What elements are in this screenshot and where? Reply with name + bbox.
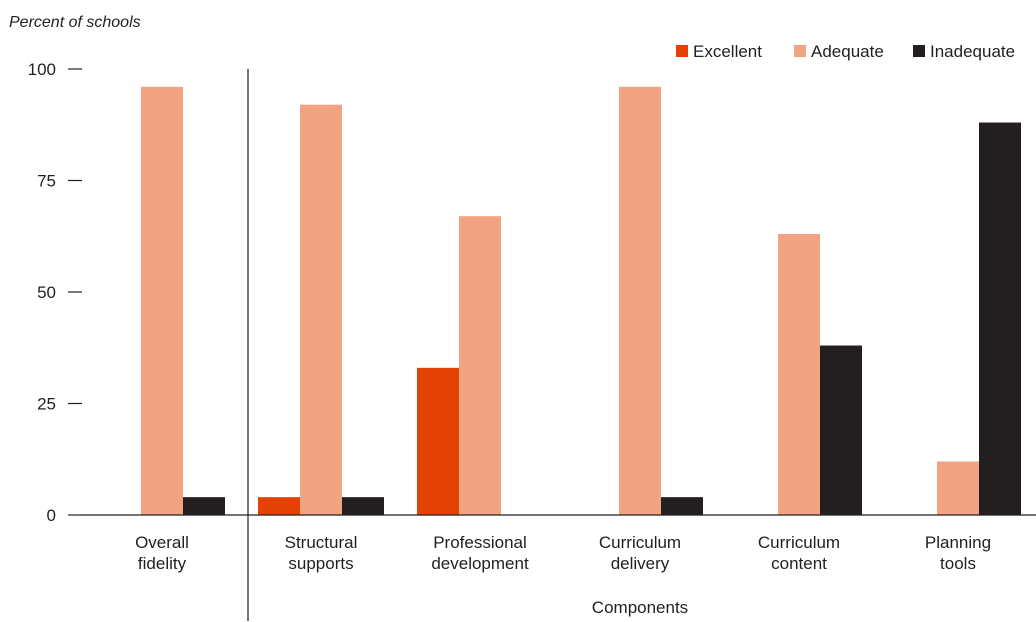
y-axis: 0 25 50 75 100: [28, 60, 82, 525]
y-axis-label: Percent of schools: [9, 14, 141, 31]
bar-inadequate: [342, 497, 384, 515]
legend-label: Excellent: [693, 42, 762, 61]
x-axis: Overall fidelity Structural supports Profess…: [82, 514, 1036, 573]
bars: [141, 86, 1021, 516]
legend-swatch: [913, 45, 925, 57]
x-tick-label: Professional development: [431, 533, 529, 573]
legend-item-excellent: Excellent: [676, 42, 762, 61]
legend-label: Inadequate: [930, 42, 1015, 61]
y-tick-label: 0: [47, 506, 56, 525]
x-tick-label-line: Planning: [925, 533, 991, 552]
x-tick-label-line: tools: [940, 554, 976, 573]
bar-inadequate: [661, 497, 703, 515]
bar-adequate: [459, 216, 501, 515]
y-tick-label: 100: [28, 60, 56, 79]
x-tick-label-line: Curriculum: [599, 533, 681, 552]
legend-swatch: [794, 45, 806, 57]
legend: Excellent Adequate Inadequate: [676, 42, 1015, 61]
bar-adequate: [300, 104, 342, 516]
x-tick-label: Overall fidelity: [135, 533, 189, 573]
y-tick-label: 25: [37, 395, 56, 414]
x-tick-label-line: Overall: [135, 533, 189, 552]
x-tick-label: Curriculum delivery: [599, 533, 681, 573]
bar-adequate: [619, 86, 661, 515]
bar-inadequate: [979, 122, 1021, 516]
bar-adequate: [778, 234, 820, 515]
x-tick-label-line: Structural: [285, 533, 358, 552]
x-axis-label: Components: [592, 598, 688, 617]
legend-label: Adequate: [811, 42, 884, 61]
x-tick-label-line: Professional: [433, 533, 527, 552]
y-tick-label: 50: [37, 283, 56, 302]
bar-adequate: [937, 461, 979, 515]
y-tick-label: 75: [37, 172, 56, 191]
x-tick-label-line: development: [431, 554, 529, 573]
legend-swatch: [676, 45, 688, 57]
x-tick-label: Structural supports: [285, 533, 358, 573]
legend-item-inadequate: Inadequate: [913, 42, 1015, 61]
x-tick-label-line: supports: [288, 554, 353, 573]
x-tick-label-line: fidelity: [138, 554, 187, 573]
x-tick-label-line: delivery: [611, 554, 670, 573]
x-tick-label-line: Curriculum: [758, 533, 840, 552]
x-tick-label: Curriculum content: [758, 533, 840, 573]
bar-excellent: [417, 367, 459, 515]
bar-inadequate: [183, 497, 225, 515]
x-tick-label-line: content: [771, 554, 827, 573]
bar-adequate: [141, 86, 183, 515]
bar-inadequate: [820, 345, 862, 515]
bar-excellent: [258, 497, 300, 515]
x-tick-label: Planning tools: [925, 533, 991, 573]
legend-item-adequate: Adequate: [794, 42, 884, 61]
